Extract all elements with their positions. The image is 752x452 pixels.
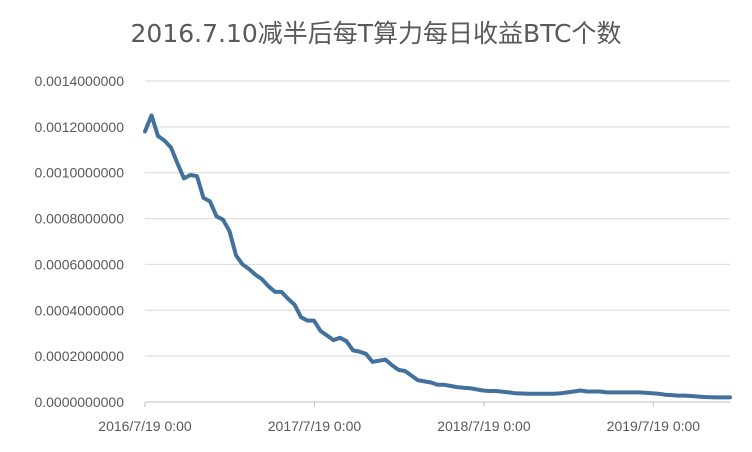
y-tick-label: 0.0014000000 [34,73,124,89]
x-tick-label: 2016/7/19 0:00 [98,418,192,434]
y-tick-label: 0.0002000000 [34,348,124,364]
y-tick-label: 0.0000000000 [34,394,124,410]
series-line [143,113,732,400]
chart-title: 2016.7.10减半后每T算力每日收益BTC个数 [130,19,622,48]
y-tick-label: 0.0004000000 [34,302,124,318]
y-tick-label: 0.0010000000 [34,165,124,181]
y-tick-label: 0.0006000000 [34,256,124,272]
x-tick-label: 2019/7/19 0:00 [607,418,701,434]
y-tick-label: 0.0012000000 [34,119,124,135]
y-tick-label: 0.0008000000 [34,211,124,227]
x-tick-label: 2017/7/19 0:00 [268,418,362,434]
x-tick-label: 2018/7/19 0:00 [437,418,531,434]
